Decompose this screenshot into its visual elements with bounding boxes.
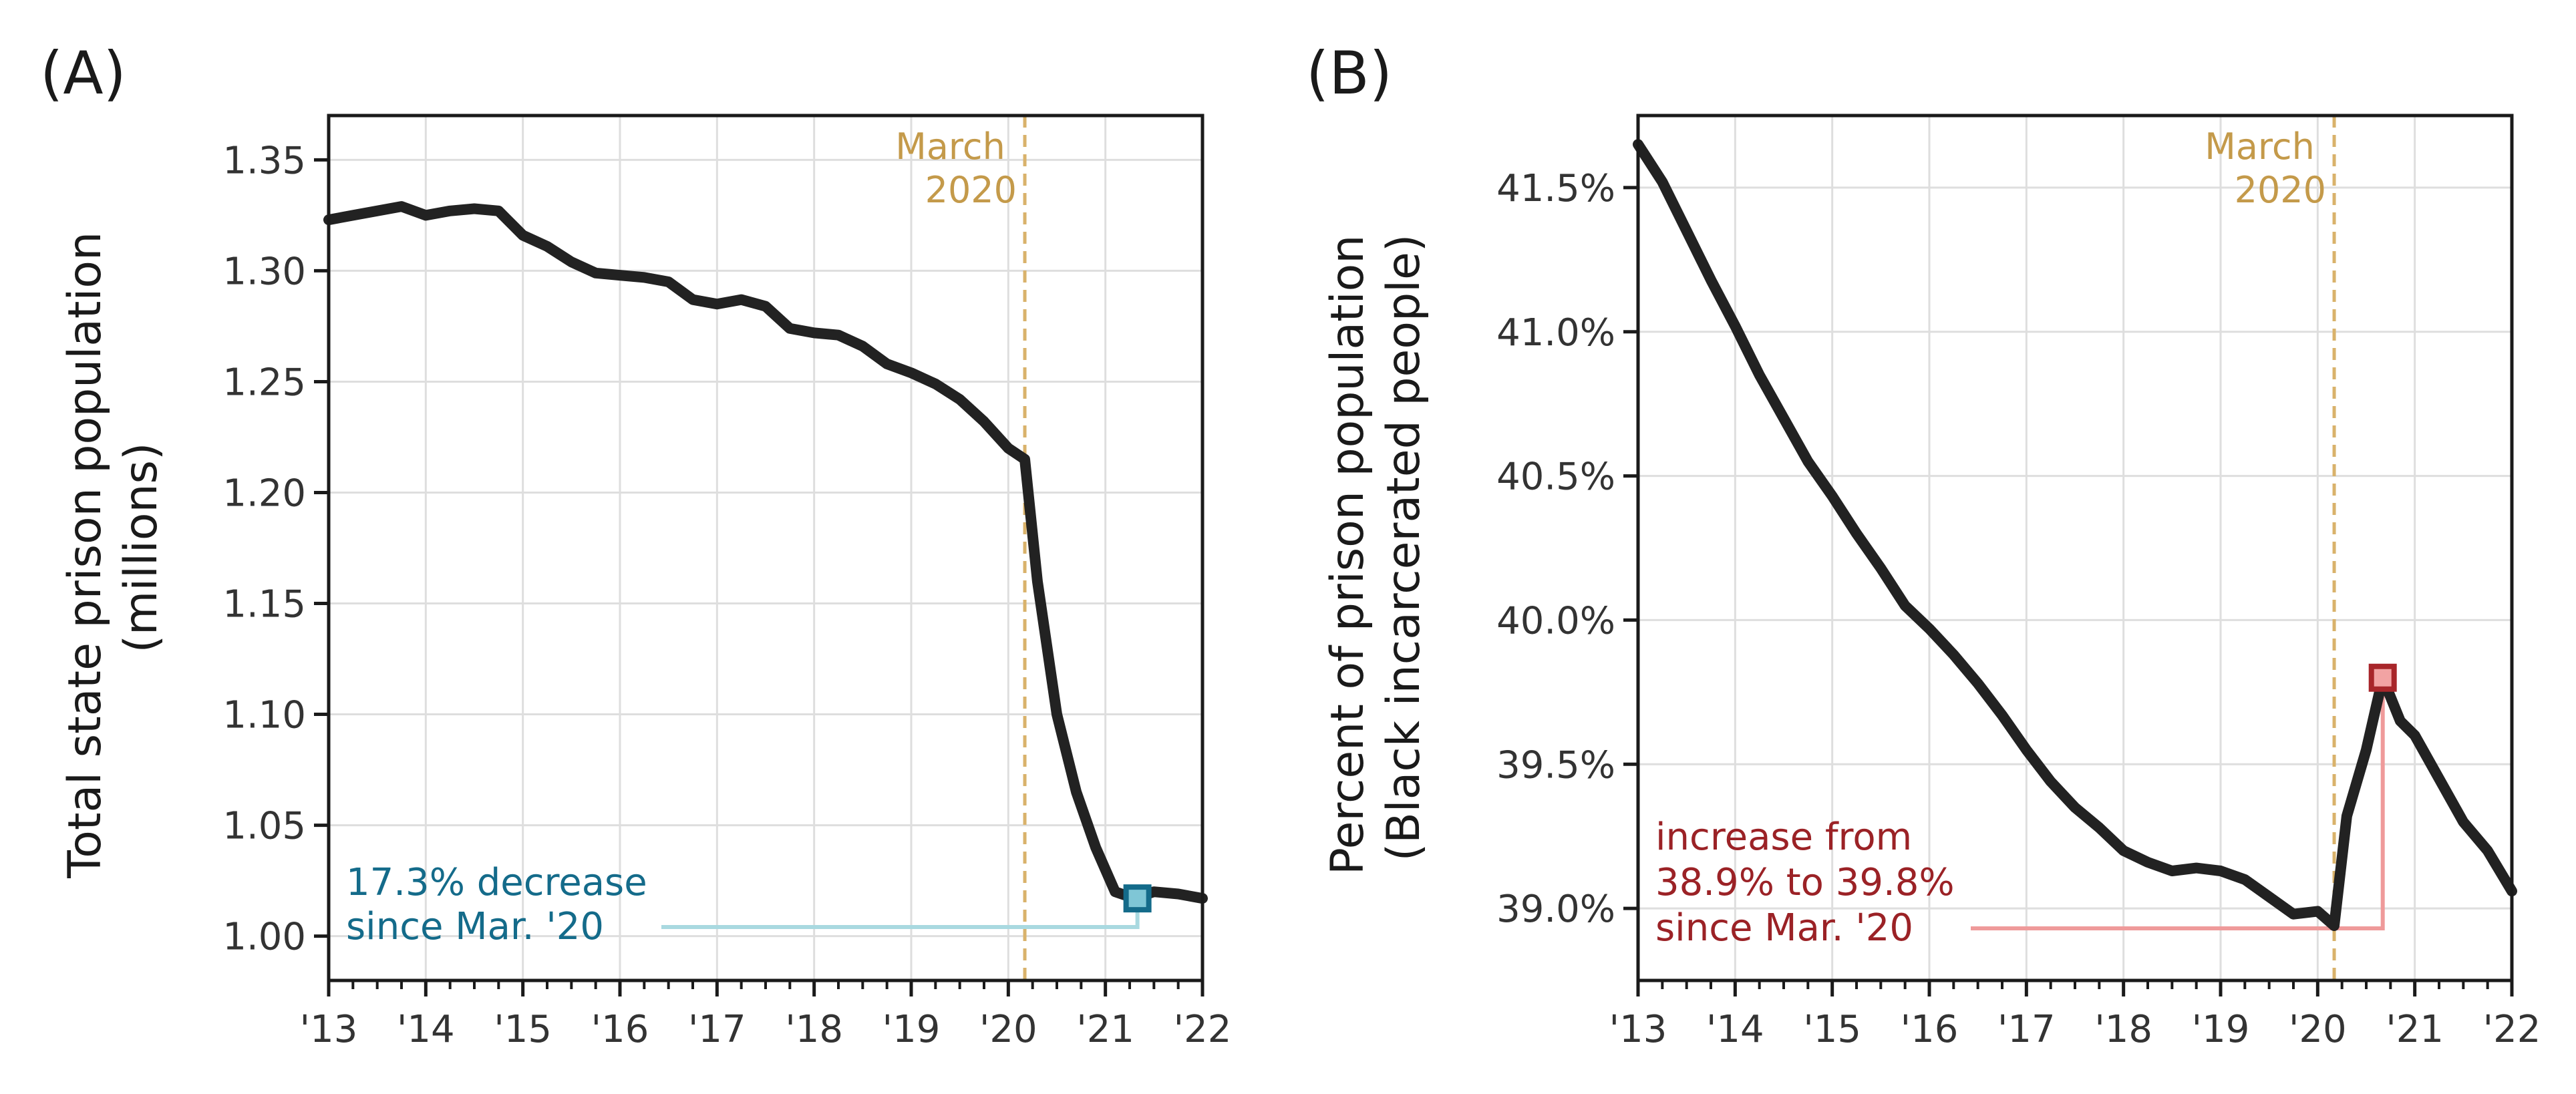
x-tick-label: '13 [300, 1008, 358, 1051]
panel-a-y-axis-label-line-1: Total state prison population [59, 232, 112, 879]
x-tick-label: '21 [2386, 1008, 2444, 1051]
x-tick-label: '22 [2483, 1008, 2541, 1051]
x-tick-label: '21 [1076, 1008, 1134, 1051]
panel-b-annotation: increase from 38.9% to 39.8% since Mar. … [1655, 815, 1966, 950]
panel-b-annotation-line-3: since Mar. '20 [1655, 906, 1913, 950]
x-tick-label: '14 [397, 1008, 455, 1051]
series-line [1633, 139, 2517, 931]
panel-a-annotation-line-1: 17.3% decrease [346, 861, 647, 904]
y-tick-label: 39.5% [1496, 743, 1615, 787]
x-tick-label: '20 [979, 1008, 1037, 1051]
panel-a-grid [327, 116, 1204, 980]
panel-b: (B) Percent of prison population (Black … [1306, 39, 2541, 1051]
y-tick-label: 1.30 [222, 250, 306, 293]
panel-a-marker [1123, 884, 1152, 913]
panel-a: (A) Total state prison population (milli… [40, 39, 1231, 1051]
series-line [323, 201, 1208, 904]
annotation-connector-line [1971, 677, 2385, 930]
panel-b-ticks: '13 '14 '15 '16 '17 '18 '19 '20 '21 '22 39.0% 39.5%… [1496, 167, 2541, 1051]
panel-a-annotation: 17.3% decrease since Mar. '20 [346, 861, 659, 948]
x-tick-label: '20 [2289, 1008, 2347, 1051]
x-tick-label: '13 [1609, 1008, 1667, 1051]
highlight-marker [2368, 663, 2397, 692]
panel-b-y-axis-label-line-1: Percent of prison population [1321, 235, 1374, 875]
highlight-marker [1123, 884, 1152, 913]
panel-b-y-axis-label-line-2: (Black incarcerated people) [1378, 234, 1430, 862]
x-tick-label: '15 [494, 1008, 552, 1051]
x-tick-label: '16 [591, 1008, 649, 1051]
panel-a-annotation-connector [661, 898, 1140, 929]
panel-a-y-axis-label-line-2: (millions) [115, 443, 168, 653]
y-tick-label: 40.5% [1496, 455, 1615, 499]
y-tick-label: 39.0% [1496, 888, 1615, 931]
panel-a-march-label: March 2020 [895, 126, 1017, 211]
x-tick-label: '16 [1901, 1008, 1959, 1051]
annotation-connector-line [661, 898, 1140, 929]
y-tick-label: 41.5% [1496, 167, 1615, 210]
x-tick-label: '19 [882, 1008, 941, 1051]
x-tick-label: '18 [785, 1008, 843, 1051]
x-tick-label: '14 [1706, 1008, 1764, 1051]
y-tick-label: 1.20 [222, 472, 306, 515]
y-tick-label: 1.05 [222, 805, 306, 848]
panel-b-frame [1636, 114, 2514, 982]
panel-b-march-label-line-1: March [2205, 126, 2315, 168]
y-tick-label: 41.0% [1496, 311, 1615, 355]
y-tick-label: 1.25 [222, 361, 306, 404]
x-tick-label: '22 [1174, 1008, 1232, 1051]
panel-b-y-axis-label: Percent of prison population (Black inca… [1321, 220, 1430, 875]
x-tick-label: '17 [1997, 1008, 2056, 1051]
panel-b-letter: (B) [1306, 39, 1392, 108]
x-tick-label: '15 [1803, 1008, 1861, 1051]
panel-a-annotation-line-2: since Mar. '20 [346, 905, 604, 948]
x-tick-label: '19 [2192, 1008, 2250, 1051]
x-tick-label: '18 [2094, 1008, 2152, 1051]
y-tick-label: 40.0% [1496, 599, 1615, 643]
y-tick-label: 1.15 [222, 583, 306, 626]
panel-a-ticks: '13 '14 '15 '16 '17 '18 '19 '20 '21 '22 1.00 1.05 1.… [222, 139, 1231, 1051]
panel-b-annotation-connector [1971, 677, 2385, 930]
panel-b-annotation-line-1: increase from [1655, 815, 1912, 859]
panel-a-march-label-line-2: 2020 [925, 169, 1017, 211]
panel-a-series [323, 201, 1208, 904]
panel-b-march-label-line-2: 2020 [2235, 169, 2326, 211]
y-tick-label: 1.35 [222, 139, 306, 182]
panel-b-annotation-line-2: 38.9% to 39.8% [1655, 861, 1955, 904]
x-tick-label: '17 [688, 1008, 746, 1051]
y-tick-label: 1.00 [222, 916, 306, 959]
panel-b-series [1633, 139, 2517, 931]
panel-a-y-axis-label: Total state prison population (millions) [59, 217, 168, 879]
panel-b-marker [2368, 663, 2397, 692]
panel-a-frame [327, 114, 1204, 982]
panel-a-march-label-line-1: March [895, 126, 1005, 168]
panel-a-letter: (A) [40, 39, 126, 108]
panel-b-march-label: March 2020 [2205, 126, 2326, 211]
y-tick-label: 1.10 [222, 694, 306, 737]
